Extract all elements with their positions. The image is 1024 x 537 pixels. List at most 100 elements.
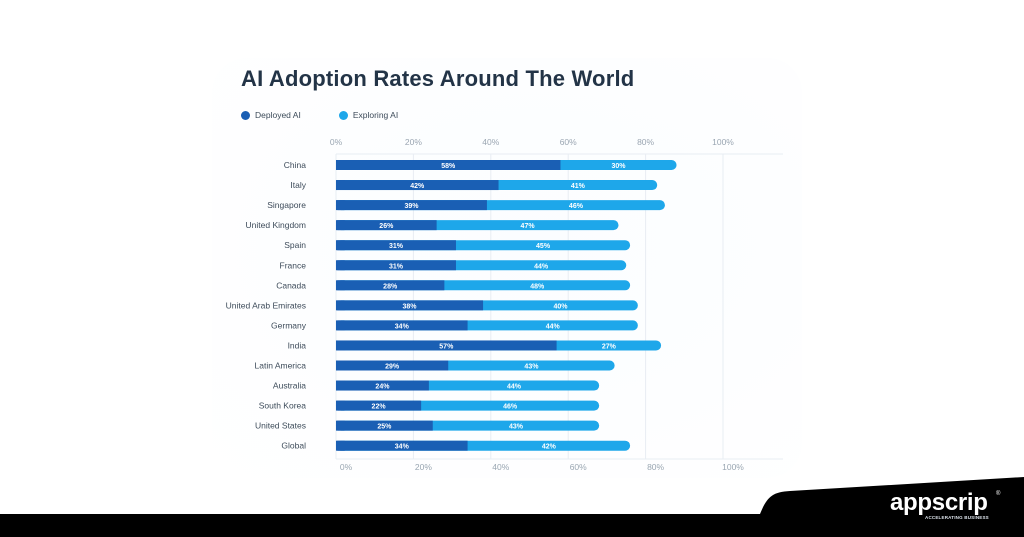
data-label-deployed-united-kingdom: 26% bbox=[379, 223, 394, 230]
data-label-deployed-singapore: 39% bbox=[404, 203, 419, 210]
bar-deployed-spain bbox=[336, 240, 456, 251]
category-label-india: India bbox=[288, 340, 307, 350]
data-label-deployed-india: 57% bbox=[439, 343, 454, 350]
data-label-deployed-spain: 31% bbox=[389, 243, 404, 250]
legend-item-exploring: Exploring AI bbox=[338, 110, 399, 120]
data-label-deployed-australia: 24% bbox=[375, 384, 390, 391]
legend-item-deployed: Deployed AI bbox=[241, 110, 301, 120]
data-label-exploring-south-korea: 46% bbox=[503, 404, 518, 411]
category-label-united-arab-emirates: United Arab Emirates bbox=[226, 300, 306, 310]
data-label-exploring-germany: 44% bbox=[546, 323, 561, 330]
data-label-exploring-global: 42% bbox=[542, 444, 557, 451]
bar-deployed-cap-italy bbox=[336, 180, 346, 191]
appscrip-logo: appscrip ® ACCELERATING BUSINESS bbox=[890, 491, 1008, 521]
category-label-china: China bbox=[284, 160, 306, 170]
brand-tagline: ACCELERATING BUSINESS bbox=[925, 515, 989, 520]
category-label-global: Global bbox=[281, 441, 306, 451]
category-label-latin-america: Latin America bbox=[255, 361, 307, 371]
bar-deployed-cap-united-states bbox=[336, 420, 346, 431]
bar-deployed-united-arab-emirates bbox=[336, 300, 484, 311]
bar-deployed-australia bbox=[336, 380, 429, 391]
brand-wordmark: appscrip bbox=[890, 489, 988, 516]
data-label-exploring-united-states: 43% bbox=[509, 424, 524, 431]
bar-deployed-singapore bbox=[336, 200, 487, 211]
category-label-spain: Spain bbox=[284, 240, 306, 250]
bar-deployed-cap-france bbox=[336, 260, 346, 271]
category-label-germany: Germany bbox=[271, 320, 307, 330]
category-label-united-states: United States bbox=[255, 421, 306, 431]
data-label-deployed-united-states: 25% bbox=[377, 424, 392, 431]
legend-label-exploring: Exploring AI bbox=[352, 110, 399, 120]
data-label-exploring-italy: 41% bbox=[571, 183, 586, 190]
bar-deployed-cap-singapore bbox=[336, 200, 346, 211]
data-label-exploring-united-kingdom: 47% bbox=[521, 223, 536, 230]
data-label-exploring-india: 27% bbox=[602, 343, 617, 350]
legend-swatch-deployed bbox=[241, 110, 250, 120]
data-label-deployed-france: 31% bbox=[389, 263, 404, 270]
bar-deployed-cap-united-arab-emirates bbox=[336, 300, 346, 311]
data-label-deployed-canada: 28% bbox=[383, 283, 398, 290]
data-label-deployed-global: 34% bbox=[395, 444, 410, 451]
bar-deployed-cap-spain bbox=[336, 240, 346, 251]
data-label-exploring-singapore: 46% bbox=[569, 203, 584, 210]
data-label-deployed-latin-america: 29% bbox=[385, 364, 400, 371]
registered-mark: ® bbox=[996, 491, 1001, 497]
bar-deployed-united-states bbox=[336, 420, 433, 431]
bar-deployed-china bbox=[336, 160, 561, 170]
category-label-singapore: Singapore bbox=[267, 200, 306, 210]
x-tick-bottom-5: 100% bbox=[722, 462, 744, 472]
data-label-exploring-united-arab-emirates: 40% bbox=[553, 303, 568, 310]
bar-deployed-united-kingdom bbox=[336, 220, 437, 231]
bar-deployed-cap-united-kingdom bbox=[336, 220, 346, 231]
bar-deployed-cap-canada bbox=[336, 280, 346, 291]
category-label-canada: Canada bbox=[276, 280, 306, 290]
category-label-united-kingdom: United Kingdom bbox=[246, 220, 306, 230]
bar-deployed-cap-india bbox=[336, 340, 346, 351]
bar-deployed-cap-australia bbox=[336, 380, 346, 391]
x-tick-top-3: 60% bbox=[560, 137, 577, 147]
data-label-deployed-italy: 42% bbox=[410, 183, 425, 190]
x-tick-top-5: 100% bbox=[712, 137, 734, 147]
chart-title: AI Adoption Rates Around The World bbox=[241, 66, 635, 91]
data-label-exploring-latin-america: 43% bbox=[524, 364, 539, 371]
bar-deployed-cap-south-korea bbox=[336, 400, 346, 411]
bar-deployed-south-korea bbox=[336, 400, 422, 411]
category-label-france: France bbox=[280, 260, 307, 270]
bar-deployed-canada bbox=[336, 280, 445, 291]
data-label-exploring-spain: 45% bbox=[536, 243, 551, 250]
x-tick-bottom-2: 40% bbox=[492, 462, 509, 472]
x-tick-bottom-3: 60% bbox=[570, 462, 587, 472]
bar-deployed-france bbox=[336, 260, 456, 271]
data-label-deployed-united-arab-emirates: 38% bbox=[403, 303, 418, 310]
category-label-south-korea: South Korea bbox=[259, 401, 307, 411]
bar-deployed-cap-germany bbox=[336, 320, 346, 331]
x-tick-top-0: 0% bbox=[330, 137, 343, 147]
footer-bar bbox=[0, 514, 1024, 537]
bar-deployed-latin-america bbox=[336, 360, 449, 371]
x-tick-bottom-4: 80% bbox=[647, 462, 664, 472]
data-label-deployed-china: 58% bbox=[441, 163, 456, 170]
bar-deployed-india bbox=[336, 340, 557, 351]
bar-deployed-cap-latin-america bbox=[336, 360, 346, 371]
data-label-exploring-china: 30% bbox=[612, 163, 627, 170]
x-tick-top-2: 40% bbox=[482, 137, 499, 147]
bar-deployed-germany bbox=[336, 320, 468, 331]
bar-deployed-cap-global bbox=[336, 440, 346, 451]
data-label-exploring-canada: 48% bbox=[530, 283, 545, 290]
category-label-italy: Italy bbox=[290, 180, 306, 190]
data-label-exploring-france: 44% bbox=[534, 263, 549, 270]
bar-deployed-italy bbox=[336, 180, 499, 191]
data-label-deployed-south-korea: 22% bbox=[372, 404, 387, 411]
x-tick-top-1: 20% bbox=[405, 137, 422, 147]
x-tick-top-4: 80% bbox=[637, 137, 654, 147]
chart-legend: Deployed AI Exploring AI bbox=[241, 108, 436, 122]
data-label-deployed-germany: 34% bbox=[395, 323, 410, 330]
bar-deployed-cap-china bbox=[336, 160, 346, 170]
x-tick-bottom-1: 20% bbox=[415, 462, 432, 472]
x-tick-bottom-0: 0% bbox=[340, 462, 353, 472]
data-label-exploring-australia: 44% bbox=[507, 384, 522, 391]
category-label-australia: Australia bbox=[273, 381, 306, 391]
legend-label-deployed: Deployed AI bbox=[255, 110, 301, 120]
